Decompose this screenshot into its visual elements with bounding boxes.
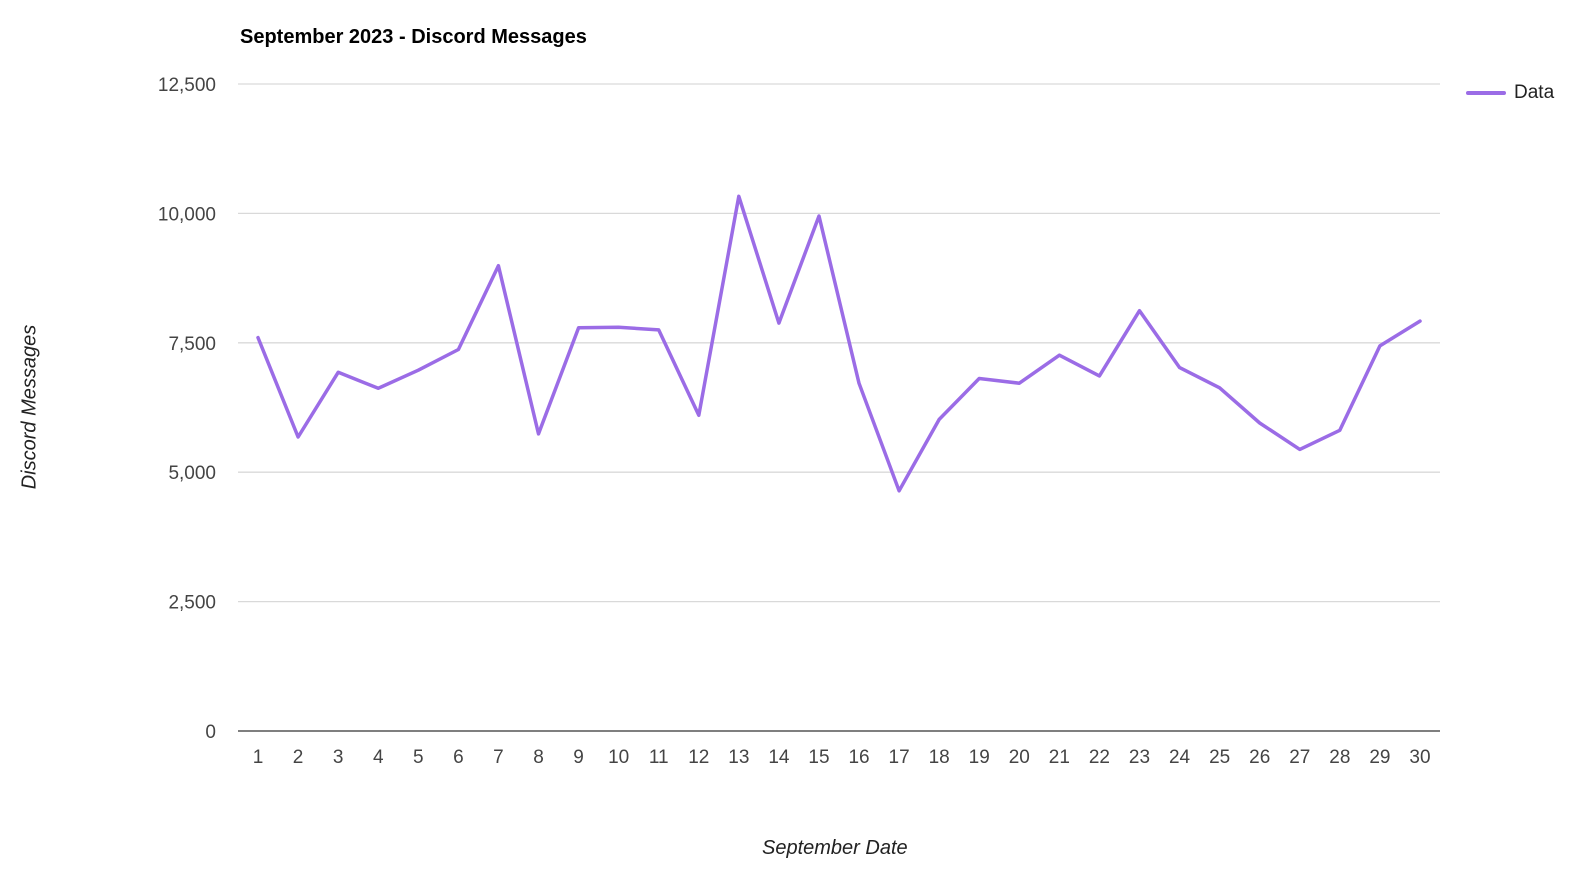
x-tick-label: 26 xyxy=(1249,747,1270,768)
x-tick-label: 18 xyxy=(929,747,950,768)
x-tick-label: 11 xyxy=(649,747,669,768)
x-tick-label: 29 xyxy=(1369,747,1390,768)
x-tick-label: 25 xyxy=(1209,747,1230,768)
x-axis-label: September Date xyxy=(762,837,908,859)
x-tick-label: 20 xyxy=(1009,747,1030,768)
chart-title: September 2023 - Discord Messages xyxy=(240,26,587,48)
x-tick-label: 19 xyxy=(969,747,990,768)
x-tick-label: 16 xyxy=(848,747,869,768)
x-tick-label: 3 xyxy=(333,747,344,768)
x-tick-label: 24 xyxy=(1169,747,1191,768)
x-tick-label: 17 xyxy=(889,747,910,768)
x-tick-label: 9 xyxy=(573,747,584,768)
y-tick-label: 0 xyxy=(205,722,216,743)
y-axis-label: Discord Messages xyxy=(18,324,41,490)
x-tick-label: 4 xyxy=(373,747,384,768)
legend: Data xyxy=(1466,82,1554,104)
x-tick-label: 12 xyxy=(688,747,709,768)
x-tick-label: 7 xyxy=(493,747,504,768)
x-tick-label: 10 xyxy=(608,747,629,768)
x-tick-label: 8 xyxy=(533,747,544,768)
x-tick-label: 21 xyxy=(1049,747,1070,768)
x-tick-label: 2 xyxy=(293,747,304,768)
x-tick-label: 23 xyxy=(1129,747,1150,768)
x-tick-label: 13 xyxy=(728,747,749,768)
legend-swatch-data xyxy=(1466,91,1506,95)
y-tick-label: 12,500 xyxy=(158,75,216,96)
y-tick-label: 7,500 xyxy=(168,334,216,355)
x-tick-label: 1 xyxy=(253,747,264,768)
y-tick-label: 2,500 xyxy=(168,593,216,614)
x-tick-label: 28 xyxy=(1329,747,1350,768)
x-tick-label: 22 xyxy=(1089,747,1110,768)
x-tick-label: 30 xyxy=(1409,747,1430,768)
legend-label-data: Data xyxy=(1514,82,1555,103)
x-tick-label: 5 xyxy=(413,747,424,768)
x-tick-label: 27 xyxy=(1289,747,1310,768)
x-tick-label: 14 xyxy=(768,747,790,768)
x-tick-label: 6 xyxy=(453,747,464,768)
y-tick-label: 5,000 xyxy=(168,463,216,484)
series-line-data xyxy=(256,194,1422,493)
x-tick-label: 15 xyxy=(808,747,829,768)
y-tick-label: 10,000 xyxy=(158,204,216,225)
